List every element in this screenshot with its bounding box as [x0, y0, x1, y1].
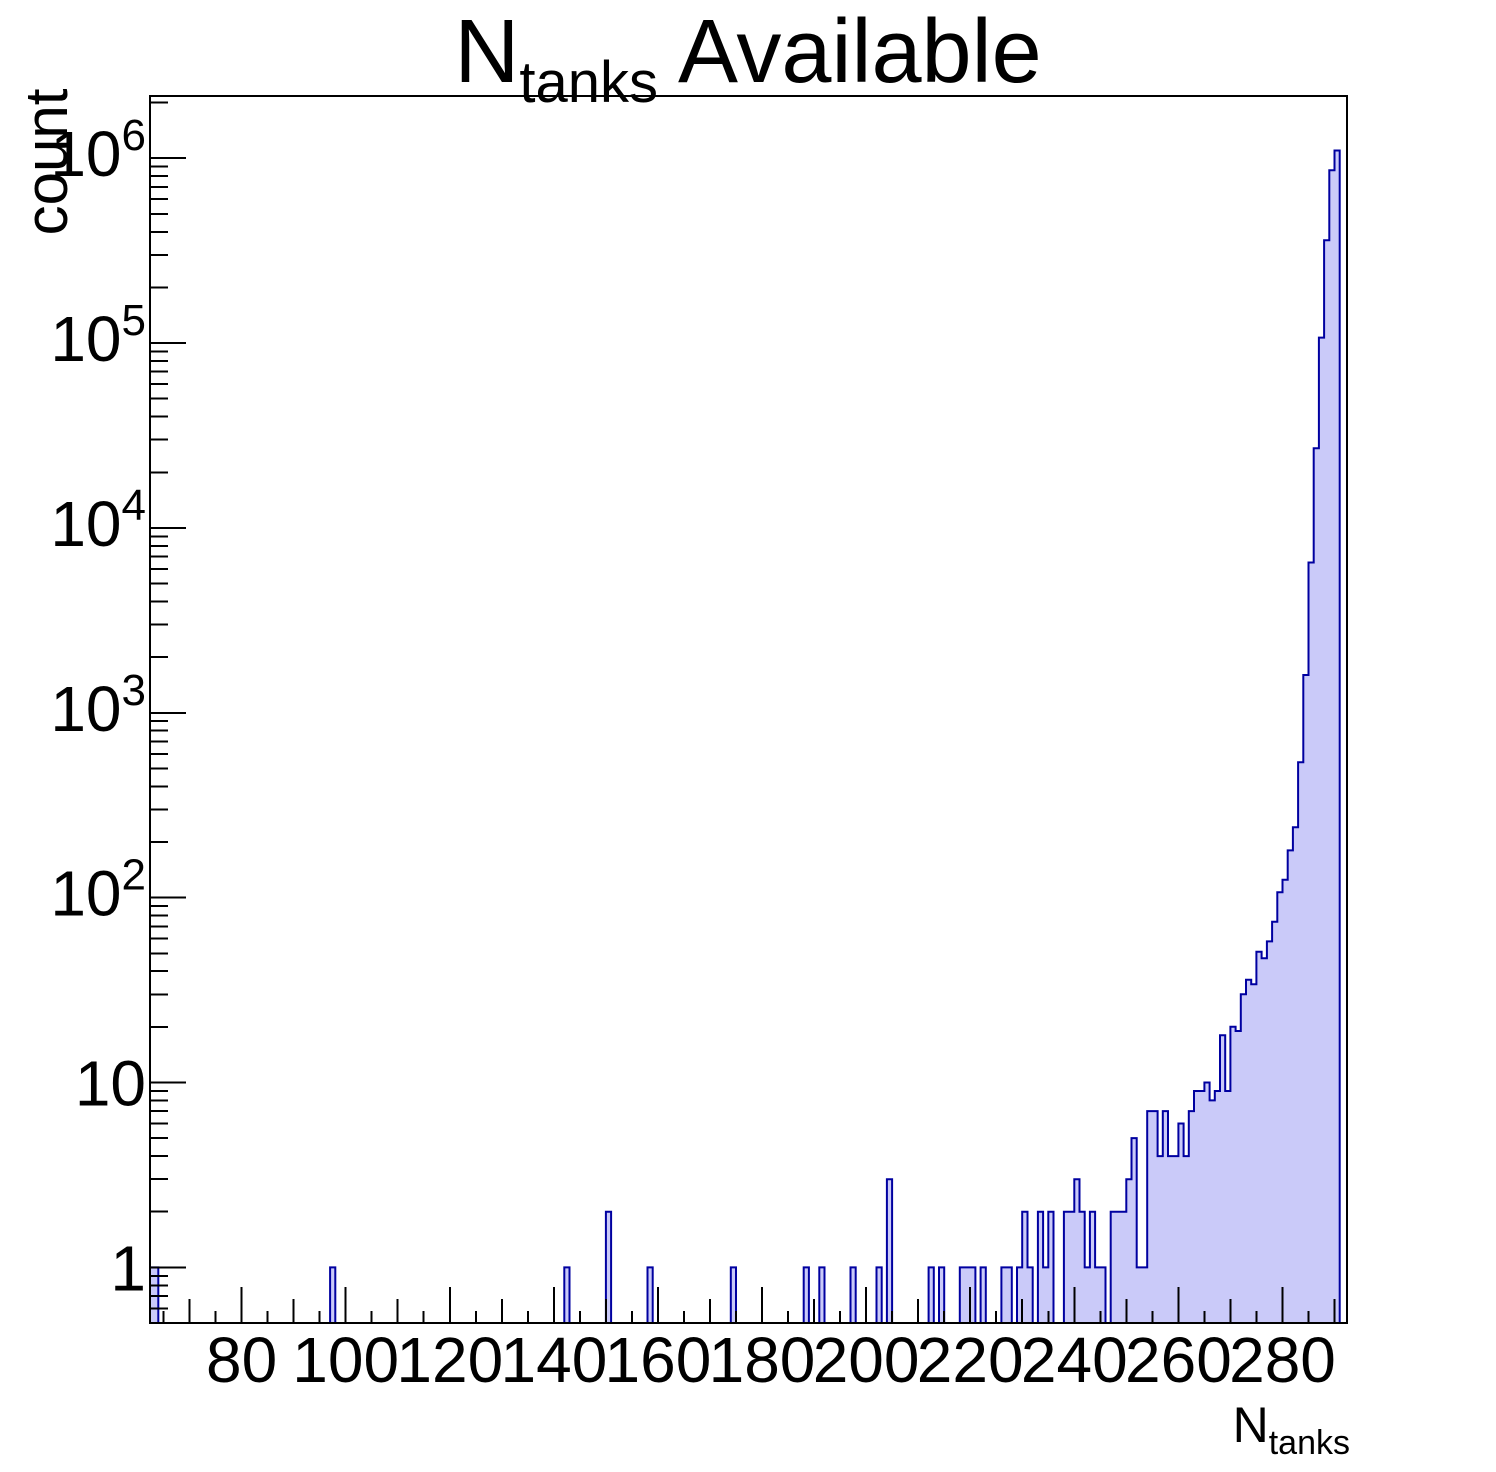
chart-title: Ntanks Available — [0, 0, 1496, 135]
x-axis-title-base: N — [1232, 1397, 1269, 1453]
y-tick-label: 105 — [50, 296, 146, 375]
histogram-bars — [149, 149, 1347, 1324]
x-tick-label: 180 — [709, 1324, 816, 1396]
x-axis-ticks — [162, 1287, 1336, 1323]
y-tick-label: 106 — [50, 111, 146, 190]
y-tick-label: 102 — [50, 851, 146, 930]
chart-title-subscript: tanks — [519, 50, 658, 115]
x-tick-label: 280 — [1229, 1324, 1336, 1396]
plot-frame — [149, 95, 1348, 1324]
x-tick-label: 80 — [206, 1324, 277, 1396]
chart-title-rest: Available — [657, 2, 1042, 102]
x-tick-label: 100 — [292, 1324, 399, 1396]
y-tick-label: 104 — [50, 481, 146, 560]
y-axis-tick-labels: 1 10 102 103 104 105 106 — [50, 111, 146, 1304]
x-axis-title-subscript: tanks — [1268, 1424, 1350, 1462]
x-tick-label: 140 — [501, 1324, 608, 1396]
x-tick-label: 160 — [605, 1324, 712, 1396]
y-tick-label: 10 — [75, 1048, 146, 1120]
y-tick-label: 1 — [110, 1232, 146, 1304]
y-tick-label: 103 — [50, 666, 146, 745]
x-tick-label: 200 — [813, 1324, 920, 1396]
x-tick-label: 240 — [1021, 1324, 1128, 1396]
x-tick-label: 120 — [396, 1324, 503, 1396]
chart-title-base: N — [454, 2, 520, 102]
x-axis-title: Ntanks — [1150, 1396, 1350, 1463]
x-tick-label: 220 — [917, 1324, 1024, 1396]
x-tick-label: 260 — [1125, 1324, 1232, 1396]
y-axis-ticks — [150, 101, 186, 1310]
